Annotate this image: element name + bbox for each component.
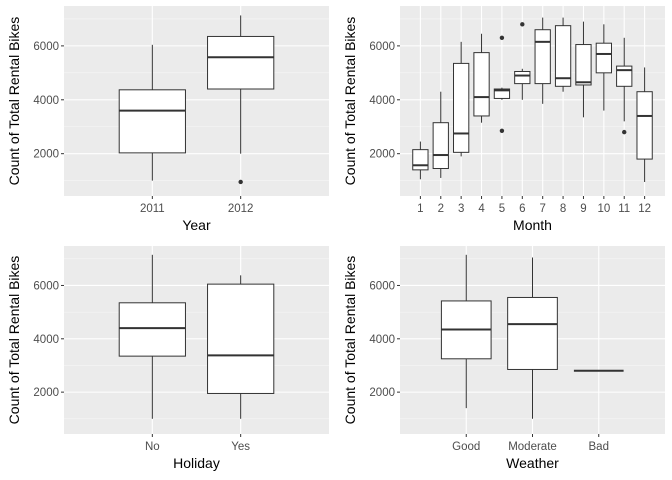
x-tick-label: 2012 <box>228 203 254 215</box>
box-iqr <box>595 42 612 74</box>
box-4 <box>473 33 490 123</box>
y-axis-title: Count of Total Rental Bikes <box>6 17 22 186</box>
x-axis-title: Year <box>182 217 211 233</box>
x-tick-label: 5 <box>499 203 505 215</box>
outlier-point <box>499 128 505 133</box>
outlier-point <box>238 179 243 185</box>
x-tick-label: Yes <box>231 441 250 453</box>
box-iqr <box>514 70 531 85</box>
x-tick-label: Good <box>452 441 480 453</box>
y-tick-label: 6000 <box>369 280 395 292</box>
box-iqr <box>575 44 592 86</box>
outlier-point <box>622 129 627 135</box>
box-iqr <box>412 149 429 171</box>
box-2 <box>432 91 449 178</box>
panel-background <box>64 6 329 196</box>
x-tick-label: 9 <box>580 203 586 215</box>
y-axis-title: Count of Total Rental Bikes <box>342 17 358 186</box>
x-tick-label: 11 <box>618 203 630 215</box>
box-iqr <box>534 29 551 85</box>
box-iqr <box>554 25 572 87</box>
box-iqr <box>432 122 449 170</box>
y-axis-title: Count of Total Rental Bikes <box>6 256 22 425</box>
y-tick-label: 2000 <box>33 387 59 399</box>
x-tick-label: 8 <box>560 203 566 215</box>
y-tick-label: 4000 <box>369 334 395 346</box>
box-Moderate <box>507 257 558 419</box>
x-tick-label: Moderate <box>508 441 557 453</box>
box-10 <box>595 24 612 111</box>
outlier-point <box>499 35 505 41</box>
y-tick-label: 4000 <box>33 95 59 107</box>
box-iqr <box>636 91 653 160</box>
box-Yes <box>207 275 275 419</box>
outlier-point <box>520 22 525 27</box>
box-5 <box>493 35 511 133</box>
box-iqr <box>207 283 275 394</box>
box-7 <box>534 17 551 104</box>
box-1 <box>412 141 429 180</box>
x-tick-label: 12 <box>638 203 651 215</box>
x-tick-label: 3 <box>458 203 464 215</box>
x-axis-title: Holiday <box>173 455 220 471</box>
y-tick-label: 2000 <box>33 149 59 161</box>
x-tick-label: No <box>145 441 160 453</box>
box-Good <box>440 254 492 409</box>
y-tick-label: 6000 <box>369 41 395 53</box>
x-tick-label: 1 <box>417 203 423 215</box>
box-iqr <box>207 35 275 90</box>
y-tick-label: 4000 <box>33 334 59 346</box>
box-iqr <box>118 302 186 357</box>
x-axis-title: Weather <box>506 455 559 471</box>
box-iqr <box>453 62 470 153</box>
box-12 <box>636 67 653 182</box>
box-9 <box>575 21 592 118</box>
x-tick-label: Bad <box>589 441 609 453</box>
box-No <box>118 254 186 419</box>
x-tick-label: 7 <box>539 203 545 215</box>
x-tick-label: 10 <box>597 203 610 215</box>
panel-holiday: 2000 4000 6000 No Yes Holiday Count of Total R… <box>6 246 329 471</box>
box-8 <box>554 17 572 92</box>
box-iqr <box>493 88 511 99</box>
x-tick-label: 2 <box>438 203 444 215</box>
box-iqr <box>473 52 490 117</box>
box-2011 <box>118 44 186 181</box>
y-axis-title: Count of Total Rental Bikes <box>342 256 358 425</box>
x-tick-label: 2011 <box>140 203 165 215</box>
y-tick-label: 6000 <box>33 41 59 53</box>
panel-weather: 2000 4000 6000 Good Moderate Bad Weather Count … <box>342 246 665 471</box>
y-tick-label: 2000 <box>369 149 395 161</box>
box-6 <box>514 22 531 100</box>
box-iqr <box>616 65 633 87</box>
box-iqr <box>118 89 186 154</box>
panel-year: 2000 4000 6000 2011 2012 Year Count of Total R… <box>6 6 329 233</box>
y-tick-label: 6000 <box>33 280 59 292</box>
x-tick-label: 6 <box>519 203 525 215</box>
panel-background <box>64 246 329 434</box>
box-iqr <box>507 296 558 370</box>
x-axis-title: Month <box>513 217 552 233</box>
y-tick-label: 4000 <box>369 95 395 107</box>
box-11 <box>616 37 633 135</box>
y-tick-label: 2000 <box>369 387 395 399</box>
box-2012 <box>207 15 275 185</box>
box-3 <box>453 41 470 157</box>
x-tick-label: 4 <box>478 203 485 215</box>
